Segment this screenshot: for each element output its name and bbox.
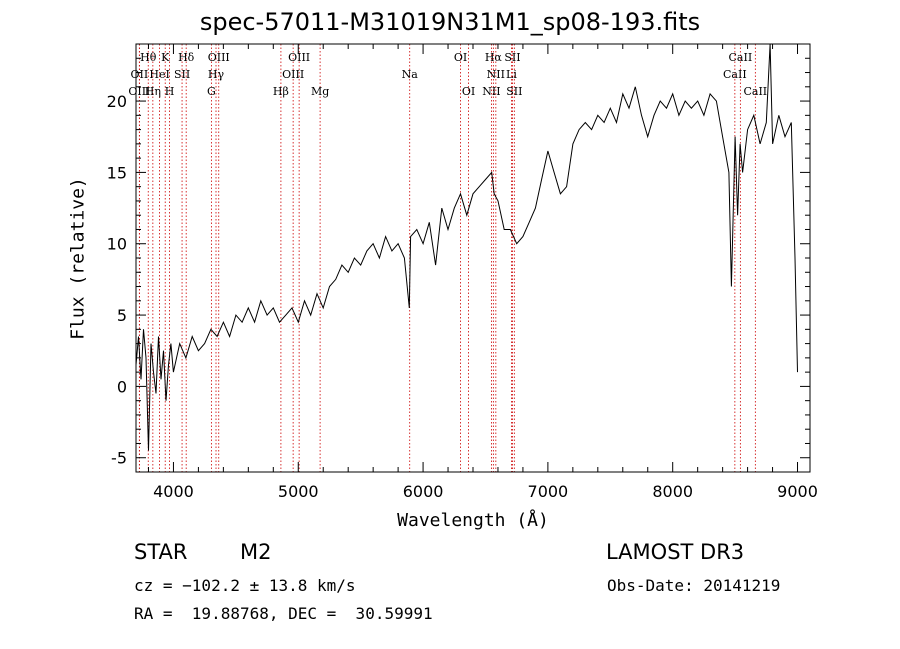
line-label-6: Hδ <box>178 51 195 64</box>
axis-tick-labels: 4000 5000 6000 7000 8000 9000 -5 0 5 10 15 20 <box>107 92 818 501</box>
y-axis-label: Flux (relative) <box>67 177 89 340</box>
plot-frame <box>135 43 811 473</box>
line-label-12: OIII <box>288 51 310 64</box>
line-label-4: HeI <box>149 68 169 81</box>
line-label-26: CaII <box>723 68 747 81</box>
x-tick-label: 9000 <box>777 482 818 501</box>
line-label-16: Na <box>402 68 419 81</box>
line-label-15: Mg <box>311 85 329 98</box>
emission-line-labels: Hθ OII OIII K HeI Hη Hδ SII H OIII Hγ G OIII OIII Hβ Mg… <box>128 51 767 98</box>
line-label-0: Hθ <box>140 51 157 64</box>
line-label-25: CaII <box>729 51 753 64</box>
coordinates: RA = 19.88768, DEC = 30.59991 <box>134 604 433 623</box>
line-label-27: CaII <box>743 85 767 98</box>
flux-series-line <box>135 43 798 451</box>
chart-title: spec-57011-M31019N31M1_sp08-193.fits <box>199 8 701 36</box>
y-tick-label: -5 <box>111 449 127 468</box>
line-label-24: SII <box>506 85 522 98</box>
survey-name: LAMOST DR3 <box>606 540 745 564</box>
line-label-19: Hα <box>485 51 503 64</box>
axis-ticks <box>136 43 810 473</box>
line-label-20: NII <box>487 68 505 81</box>
y-tick-label: 10 <box>107 235 127 254</box>
redshift-velocity: cz = −102.2 ± 13.8 km/s <box>134 576 356 595</box>
observation-date: Obs-Date: 20141219 <box>607 576 781 595</box>
x-tick-label: 6000 <box>403 482 444 501</box>
line-label-8: H <box>165 85 175 98</box>
line-label-22: SII <box>504 51 520 64</box>
y-tick-label: 5 <box>117 306 127 325</box>
line-label-14: Hβ <box>273 85 289 98</box>
line-label-2: OIII <box>128 85 150 98</box>
line-label-23: Li <box>506 68 517 81</box>
line-label-21: NII <box>482 85 500 98</box>
line-label-11: G <box>207 85 216 98</box>
line-label-18: OI <box>462 85 475 98</box>
line-label-3: K <box>161 51 170 64</box>
x-tick-label: 8000 <box>652 482 693 501</box>
line-label-17: OI <box>454 51 467 64</box>
x-tick-label: 5000 <box>278 482 319 501</box>
x-tick-label: 4000 <box>153 482 194 501</box>
x-tick-label: 7000 <box>528 482 569 501</box>
emission-line-markers <box>138 44 756 472</box>
object-class: STAR <box>134 540 188 564</box>
y-tick-label: 0 <box>117 377 127 396</box>
line-label-13: OIII <box>282 68 304 81</box>
line-label-7: SII <box>174 68 190 81</box>
y-tick-label: 20 <box>107 92 127 111</box>
y-tick-label: 15 <box>107 163 127 182</box>
x-axis-label: Wavelength (Å) <box>397 510 549 531</box>
line-label-1: OII <box>131 68 149 81</box>
object-subclass: M2 <box>240 540 272 564</box>
line-label-10: Hγ <box>208 68 225 81</box>
line-label-9: OIII <box>208 51 230 64</box>
line-label-5: Hη <box>145 85 161 98</box>
